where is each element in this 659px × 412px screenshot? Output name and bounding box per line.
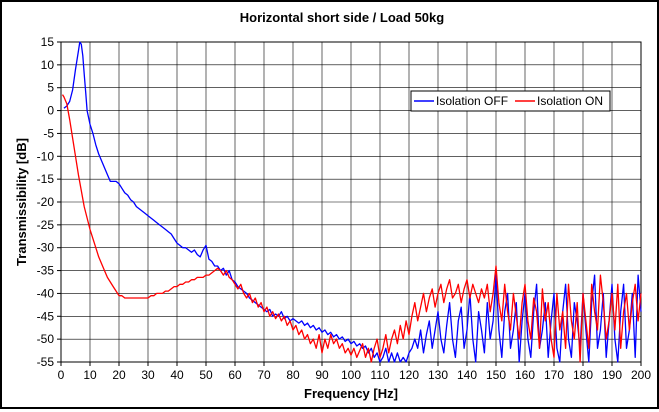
x-tick-label: 130 <box>428 368 448 382</box>
y-tick-label: 0 <box>47 104 54 118</box>
legend-box <box>410 90 611 112</box>
y-axis: 15 10 5 0 -5 -10 -15 -20 -25 -30 -35 -40 -45 -50 -55 <box>37 35 61 369</box>
x-tick-label: 80 <box>286 368 300 382</box>
grid <box>60 41 642 363</box>
y-tick-label: -15 <box>37 172 55 186</box>
y-tick-label: -40 <box>37 286 55 300</box>
x-tick-label: 150 <box>486 368 506 382</box>
x-tick-label: 90 <box>315 368 329 382</box>
y-tick-label: -25 <box>37 218 55 232</box>
x-tick-label: 10 <box>83 368 97 382</box>
x-axis-title: Frequency [Hz] <box>304 386 398 401</box>
x-tick-label: 160 <box>515 368 535 382</box>
y-tick-label: -30 <box>37 241 55 255</box>
y-tick-label: -45 <box>37 309 55 323</box>
x-tick-label: 170 <box>544 368 564 382</box>
x-tick-label: 30 <box>141 368 155 382</box>
y-tick-label: 15 <box>41 35 55 49</box>
x-tick-label: 20 <box>112 368 126 382</box>
y-axis-title: Transmissibility [dB] <box>14 138 29 266</box>
y-tick-label: 5 <box>47 81 54 95</box>
x-axis: 0 10 20 30 40 50 60 70 80 90 100 110 120 130 140 150 160… <box>58 362 651 382</box>
x-tick-label: 200 <box>631 368 651 382</box>
y-tick-label: -5 <box>43 126 54 140</box>
x-tick-label: 180 <box>573 368 593 382</box>
legend-label-isolation-on: Isolation ON <box>537 94 603 108</box>
x-tick-label: 100 <box>341 368 361 382</box>
y-tick-label: -50 <box>37 332 55 346</box>
x-tick-label: 0 <box>58 368 65 382</box>
series-line-isolation-on <box>61 94 642 363</box>
y-tick-label: -55 <box>37 355 55 369</box>
legend-label-isolation-off: Isolation OFF <box>436 94 508 108</box>
y-tick-label: -10 <box>37 149 55 163</box>
series-lines <box>61 41 642 363</box>
y-tick-label: -20 <box>37 195 55 209</box>
x-tick-label: 70 <box>257 368 271 382</box>
chart-svg: Horizontal short side / Load 50kg 0 10 20 3… <box>14 10 651 401</box>
chart-title: Horizontal short side / Load 50kg <box>240 10 444 25</box>
x-tick-label: 60 <box>228 368 242 382</box>
series-line-isolation-off <box>63 41 642 363</box>
x-tick-label: 50 <box>199 368 213 382</box>
y-tick-label: -35 <box>37 264 55 278</box>
x-tick-label: 120 <box>399 368 419 382</box>
x-tick-label: 190 <box>602 368 622 382</box>
y-tick-label: 10 <box>41 58 55 72</box>
x-tick-label: 40 <box>170 368 184 382</box>
legend: Isolation OFF Isolation ON <box>410 90 611 112</box>
x-tick-label: 140 <box>457 368 477 382</box>
x-tick-label: 110 <box>370 368 389 382</box>
